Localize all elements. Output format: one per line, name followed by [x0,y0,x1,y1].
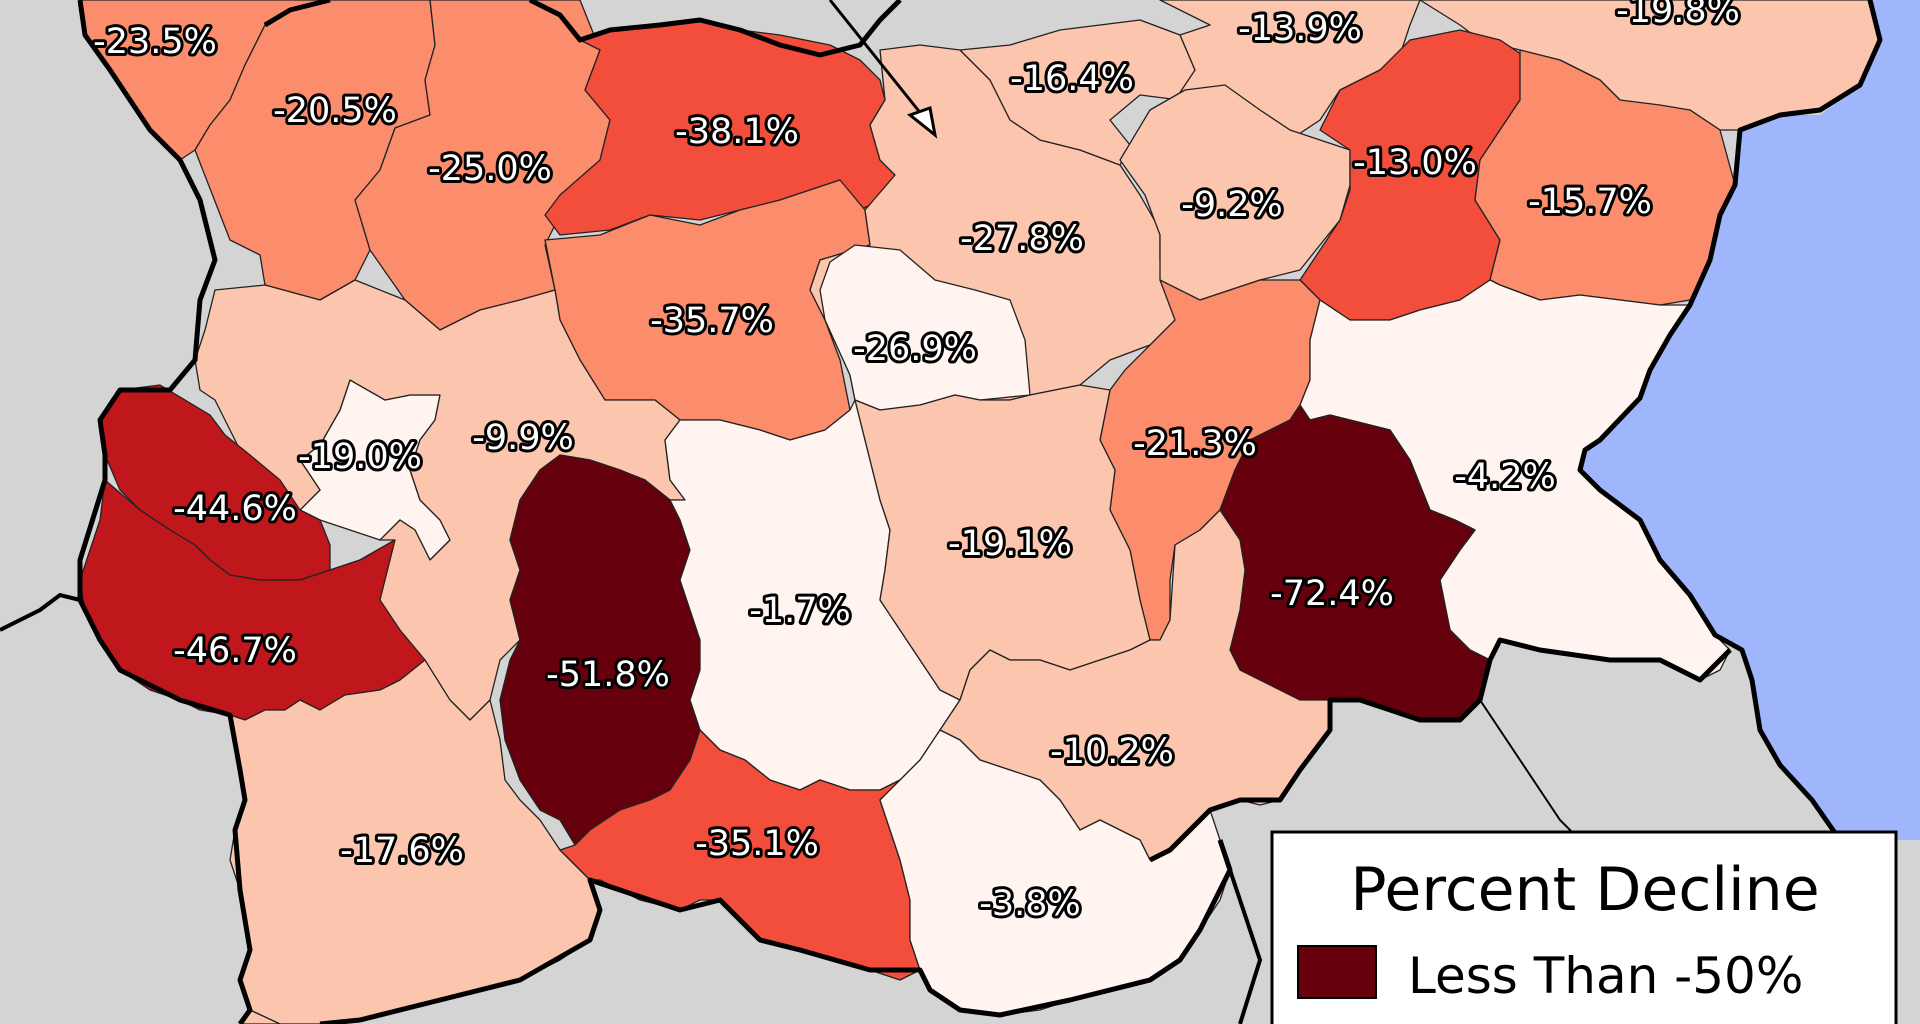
neighbor-border [0,592,1263,1024]
legend: Percent Decline Less Than -50% [1270,830,1898,1024]
region-label: -9.9% [472,418,574,458]
region-label: -19.0% [298,437,422,477]
region-label: -20.5% [273,91,397,131]
region-label: -9.2% [1181,185,1283,225]
region-label: -35.7% [650,301,774,341]
region-label: -15.7% [1528,182,1652,222]
region-label: -19.1% [948,524,1072,564]
region-label: -1.7% [749,591,851,631]
region-label: -13.9% [1238,9,1362,49]
legend-item-label: Less Than -50% [1408,947,1803,1005]
region-label: -17.6% [340,831,464,871]
region-label: -35.1% [695,824,819,864]
legend-title: Percent Decline [1350,855,1819,925]
region-label: -25.0% [428,149,552,189]
region-label: -26.9% [853,329,977,369]
region-label: -21.3% [1133,424,1257,464]
arrow-icon [828,0,938,139]
region-label: -16.4% [1010,59,1134,99]
region-label: -23.5% [93,22,217,62]
region-label: -10.2% [1050,732,1174,772]
region-pazardzhik[interactable] [499,454,701,846]
legend-swatch [1297,945,1377,999]
country-border [77,0,1883,1024]
region-label: -13.0% [1353,143,1477,183]
region-ruse[interactable] [959,19,1196,166]
region-label: -46.7% [173,631,297,671]
region-label: -19.8% [1616,0,1740,31]
region-label: -44.6% [173,489,297,529]
region-label: -4.2% [1454,457,1556,497]
region-label: -51.8% [546,655,670,695]
region-label: -27.8% [960,219,1084,259]
region-label: -3.8% [979,884,1081,924]
black-sea [1580,0,1920,840]
region-label: -38.1% [675,112,799,152]
region-labels: -23.5% -20.5% -25.0% -38.1% -27.8% -16.4… [90,0,1743,927]
region-label: -72.4% [1270,574,1394,614]
